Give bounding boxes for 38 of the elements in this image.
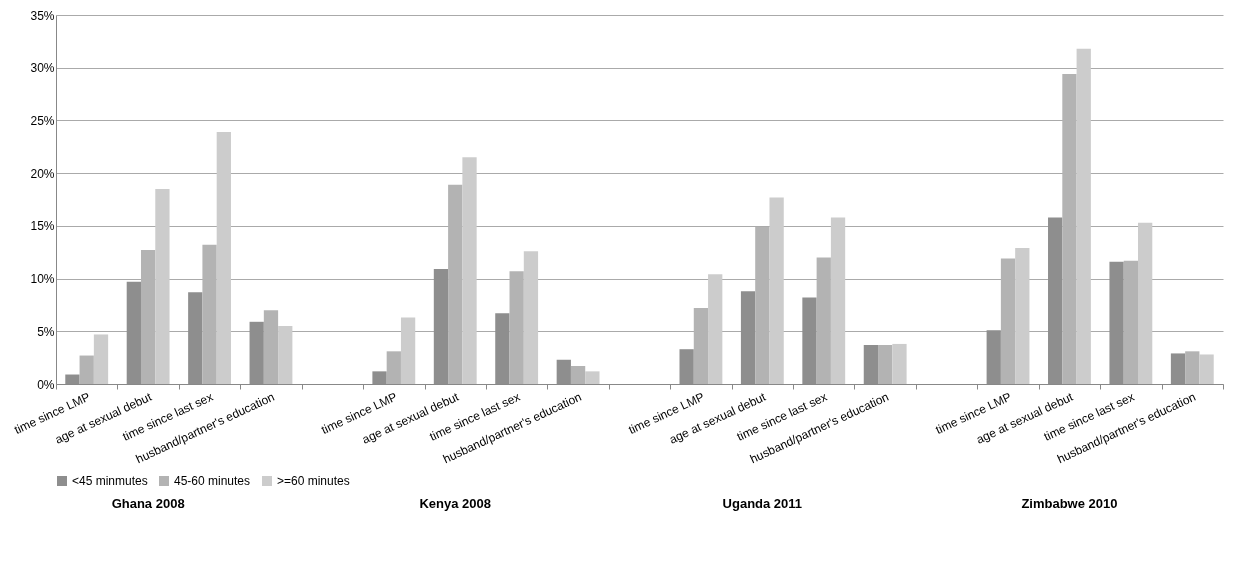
y-tick-label: 35% <box>30 8 55 23</box>
y-tick-label: 25% <box>30 113 55 128</box>
text: Uganda 2011 <box>722 496 803 511</box>
bar <box>155 188 170 384</box>
y-tick-label: 0% <box>37 377 55 392</box>
y-tick-label: 10% <box>30 272 55 287</box>
bar <box>1015 248 1030 384</box>
bar <box>79 355 94 384</box>
bar <box>216 132 231 384</box>
y-tick-label: 5% <box>37 324 55 339</box>
bar <box>708 274 723 384</box>
bar <box>93 334 109 384</box>
y-tick-label: 15% <box>30 219 55 234</box>
bar <box>462 157 477 384</box>
legend-label: 45-60 minutes <box>174 474 251 488</box>
text: Zimbabwe 2010 <box>1021 496 1118 511</box>
y-tick-label: 20% <box>30 166 55 181</box>
bar <box>400 317 416 384</box>
bar <box>830 217 846 384</box>
bar <box>769 197 784 384</box>
legend-label: >=60 minutes <box>277 474 350 488</box>
y-tick-label: 30% <box>30 61 55 76</box>
bar <box>570 366 586 384</box>
bar <box>1076 48 1091 384</box>
bar <box>892 343 907 384</box>
bar <box>878 344 893 384</box>
legend-label: <45 minmutes <box>72 474 148 488</box>
text: Ghana 2008 <box>111 496 185 511</box>
bar <box>1138 222 1153 384</box>
bar <box>1123 260 1139 384</box>
bar <box>386 351 401 384</box>
bar <box>263 310 279 384</box>
text: Kenya 2008 <box>419 496 492 511</box>
bar <box>1199 354 1214 384</box>
bar <box>585 371 600 384</box>
bar <box>1185 351 1200 384</box>
bar <box>278 326 293 384</box>
bar <box>523 251 539 384</box>
